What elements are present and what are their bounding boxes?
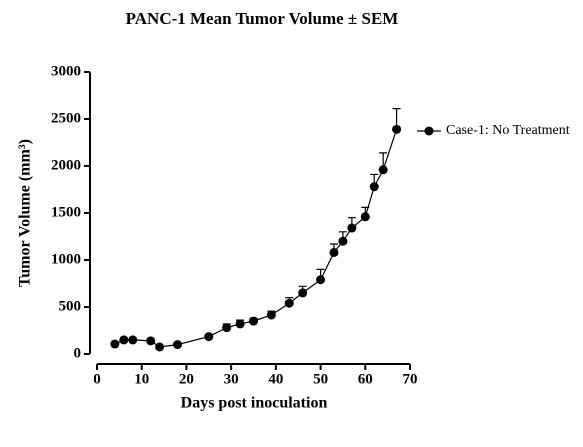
y-axis-label: Tumor Volume (mm³) (17, 139, 34, 287)
data-point (128, 335, 138, 345)
y-tick-label: 1500 (51, 204, 81, 220)
x-tick-label: 20 (179, 371, 194, 387)
data-point (298, 288, 308, 298)
x-tick-label: 70 (403, 371, 418, 387)
data-point (249, 316, 258, 326)
series-line (114, 129, 398, 348)
data-point (235, 319, 245, 329)
data-point (146, 336, 156, 346)
x-tick-label: 60 (358, 371, 373, 387)
y-tick-label: 2000 (51, 157, 81, 173)
data-point (204, 332, 214, 342)
data-point (360, 212, 370, 222)
data-point (369, 182, 379, 192)
x-tick-label: 30 (224, 371, 239, 387)
x-axis-label: Days post inoculation (181, 395, 328, 412)
data-point (110, 339, 120, 349)
x-tick-label: 40 (268, 371, 283, 387)
data-point (222, 323, 232, 333)
data-point (392, 124, 402, 134)
data-point (316, 275, 326, 285)
legend-label: Case-1: No Treatment (446, 123, 570, 138)
x-tick-label: 0 (93, 371, 101, 387)
data-point (329, 247, 339, 257)
data-point (378, 165, 388, 175)
data-point (338, 236, 348, 246)
y-tick-label: 2500 (51, 110, 81, 126)
data-point (172, 340, 182, 350)
legend-marker (424, 126, 434, 136)
data-point (155, 342, 165, 352)
data-point (347, 223, 357, 233)
y-tick-label: 500 (59, 298, 82, 314)
data-point (266, 310, 276, 320)
y-tick-label: 1000 (51, 251, 81, 267)
x-tick-label: 10 (134, 371, 149, 387)
x-tick-label: 50 (313, 371, 328, 387)
y-tick-label: 0 (74, 345, 82, 361)
data-point (119, 335, 129, 345)
chart-title: PANC-1 Mean Tumor Volume ± SEM (126, 9, 399, 28)
y-tick-label: 3000 (51, 63, 81, 79)
data-point (284, 298, 294, 308)
